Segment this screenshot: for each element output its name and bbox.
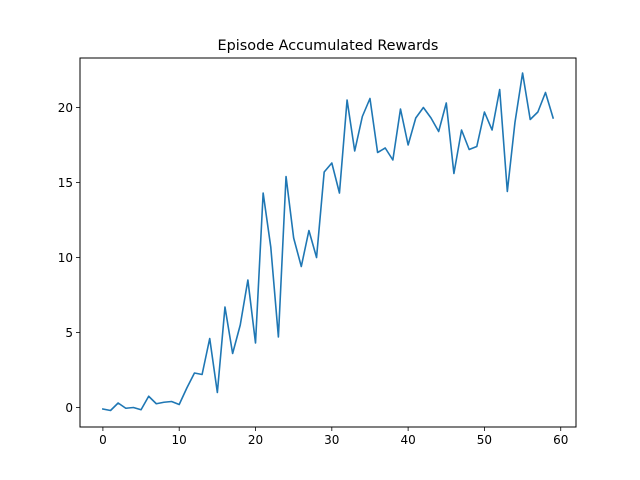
y-tick-label: 5 — [65, 326, 73, 340]
y-tick-label: 10 — [58, 251, 73, 265]
axes-frame — [79, 57, 577, 428]
y-tick-label: 20 — [58, 101, 73, 115]
x-tick-label: 50 — [477, 433, 492, 447]
series-line — [101, 72, 555, 412]
y-tick-label: 15 — [58, 176, 73, 190]
y-tick-label: 0 — [65, 401, 73, 415]
x-tick-label: 20 — [248, 433, 263, 447]
x-tick-label: 60 — [553, 433, 568, 447]
x-tick-label: 30 — [324, 433, 339, 447]
x-tick-label: 0 — [99, 433, 107, 447]
x-tick-label: 40 — [400, 433, 415, 447]
plot-area: 0 10 20 30 40 50 60 0 5 10 15 20 — [58, 72, 568, 447]
chart-title: Episode Accumulated Rewards — [218, 38, 439, 54]
x-tick-label: 10 — [172, 433, 187, 447]
